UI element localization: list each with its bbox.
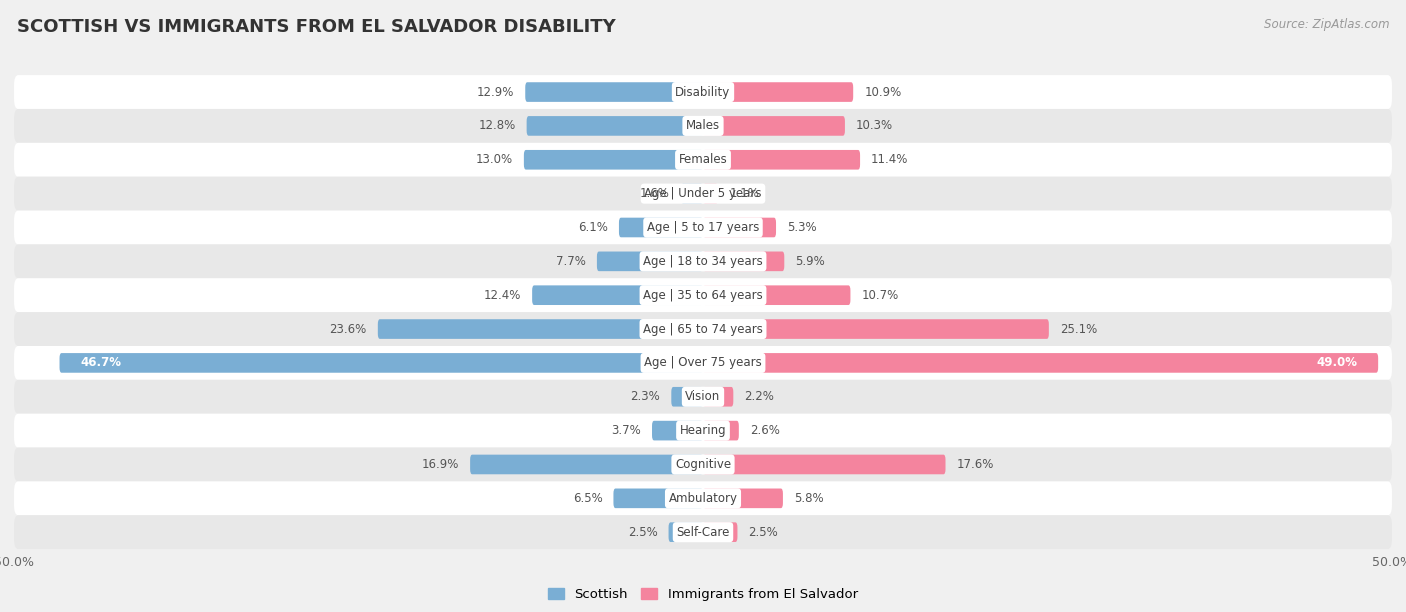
Text: Age | Over 75 years: Age | Over 75 years bbox=[644, 356, 762, 370]
FancyBboxPatch shape bbox=[703, 455, 945, 474]
Text: 2.2%: 2.2% bbox=[744, 390, 775, 403]
Text: 46.7%: 46.7% bbox=[80, 356, 121, 370]
FancyBboxPatch shape bbox=[527, 116, 703, 136]
FancyBboxPatch shape bbox=[14, 312, 1392, 346]
Text: 2.3%: 2.3% bbox=[630, 390, 661, 403]
Text: Age | 18 to 34 years: Age | 18 to 34 years bbox=[643, 255, 763, 268]
FancyBboxPatch shape bbox=[14, 346, 1392, 380]
FancyBboxPatch shape bbox=[59, 353, 703, 373]
Text: 10.3%: 10.3% bbox=[856, 119, 893, 132]
Text: 10.7%: 10.7% bbox=[862, 289, 898, 302]
FancyBboxPatch shape bbox=[14, 447, 1392, 482]
Text: 2.5%: 2.5% bbox=[628, 526, 658, 539]
Text: Females: Females bbox=[679, 153, 727, 166]
Text: Cognitive: Cognitive bbox=[675, 458, 731, 471]
Text: Vision: Vision bbox=[685, 390, 721, 403]
Text: Disability: Disability bbox=[675, 86, 731, 99]
Text: 17.6%: 17.6% bbox=[956, 458, 994, 471]
Text: 12.4%: 12.4% bbox=[484, 289, 522, 302]
FancyBboxPatch shape bbox=[681, 184, 703, 203]
FancyBboxPatch shape bbox=[669, 523, 703, 542]
Text: SCOTTISH VS IMMIGRANTS FROM EL SALVADOR DISABILITY: SCOTTISH VS IMMIGRANTS FROM EL SALVADOR … bbox=[17, 18, 616, 36]
FancyBboxPatch shape bbox=[524, 150, 703, 170]
Text: 25.1%: 25.1% bbox=[1060, 323, 1097, 335]
FancyBboxPatch shape bbox=[613, 488, 703, 508]
FancyBboxPatch shape bbox=[652, 421, 703, 441]
Text: 5.3%: 5.3% bbox=[787, 221, 817, 234]
Text: 49.0%: 49.0% bbox=[1316, 356, 1358, 370]
FancyBboxPatch shape bbox=[14, 278, 1392, 312]
FancyBboxPatch shape bbox=[703, 421, 738, 441]
Text: 6.5%: 6.5% bbox=[572, 492, 602, 505]
FancyBboxPatch shape bbox=[14, 177, 1392, 211]
Text: 11.4%: 11.4% bbox=[872, 153, 908, 166]
FancyBboxPatch shape bbox=[703, 523, 738, 542]
FancyBboxPatch shape bbox=[14, 380, 1392, 414]
FancyBboxPatch shape bbox=[703, 82, 853, 102]
Text: Hearing: Hearing bbox=[679, 424, 727, 437]
Text: Self-Care: Self-Care bbox=[676, 526, 730, 539]
FancyBboxPatch shape bbox=[598, 252, 703, 271]
FancyBboxPatch shape bbox=[14, 211, 1392, 244]
Text: 10.9%: 10.9% bbox=[865, 86, 901, 99]
FancyBboxPatch shape bbox=[703, 252, 785, 271]
Text: 12.9%: 12.9% bbox=[477, 86, 515, 99]
Text: Males: Males bbox=[686, 119, 720, 132]
Text: 5.8%: 5.8% bbox=[794, 492, 824, 505]
Text: 6.1%: 6.1% bbox=[578, 221, 607, 234]
Text: 7.7%: 7.7% bbox=[555, 255, 586, 268]
FancyBboxPatch shape bbox=[703, 285, 851, 305]
Text: Source: ZipAtlas.com: Source: ZipAtlas.com bbox=[1264, 18, 1389, 31]
FancyBboxPatch shape bbox=[619, 218, 703, 237]
Text: 12.8%: 12.8% bbox=[478, 119, 516, 132]
FancyBboxPatch shape bbox=[703, 184, 718, 203]
Text: 5.9%: 5.9% bbox=[796, 255, 825, 268]
FancyBboxPatch shape bbox=[14, 414, 1392, 447]
Text: 13.0%: 13.0% bbox=[475, 153, 513, 166]
FancyBboxPatch shape bbox=[378, 319, 703, 339]
FancyBboxPatch shape bbox=[14, 515, 1392, 549]
Text: Age | Under 5 years: Age | Under 5 years bbox=[644, 187, 762, 200]
FancyBboxPatch shape bbox=[703, 387, 734, 406]
Text: 3.7%: 3.7% bbox=[612, 424, 641, 437]
FancyBboxPatch shape bbox=[14, 482, 1392, 515]
Legend: Scottish, Immigrants from El Salvador: Scottish, Immigrants from El Salvador bbox=[543, 583, 863, 606]
Text: Age | 65 to 74 years: Age | 65 to 74 years bbox=[643, 323, 763, 335]
FancyBboxPatch shape bbox=[14, 75, 1392, 109]
Text: 1.6%: 1.6% bbox=[640, 187, 669, 200]
Text: 23.6%: 23.6% bbox=[329, 323, 367, 335]
FancyBboxPatch shape bbox=[531, 285, 703, 305]
Text: 2.6%: 2.6% bbox=[749, 424, 780, 437]
FancyBboxPatch shape bbox=[703, 150, 860, 170]
Text: Ambulatory: Ambulatory bbox=[668, 492, 738, 505]
FancyBboxPatch shape bbox=[14, 109, 1392, 143]
Text: Age | 35 to 64 years: Age | 35 to 64 years bbox=[643, 289, 763, 302]
FancyBboxPatch shape bbox=[671, 387, 703, 406]
FancyBboxPatch shape bbox=[703, 353, 1378, 373]
FancyBboxPatch shape bbox=[703, 319, 1049, 339]
FancyBboxPatch shape bbox=[703, 116, 845, 136]
Text: Age | 5 to 17 years: Age | 5 to 17 years bbox=[647, 221, 759, 234]
FancyBboxPatch shape bbox=[14, 244, 1392, 278]
FancyBboxPatch shape bbox=[14, 143, 1392, 177]
FancyBboxPatch shape bbox=[703, 488, 783, 508]
Text: 1.1%: 1.1% bbox=[730, 187, 759, 200]
FancyBboxPatch shape bbox=[526, 82, 703, 102]
Text: 2.5%: 2.5% bbox=[748, 526, 778, 539]
FancyBboxPatch shape bbox=[703, 218, 776, 237]
FancyBboxPatch shape bbox=[470, 455, 703, 474]
Text: 16.9%: 16.9% bbox=[422, 458, 460, 471]
